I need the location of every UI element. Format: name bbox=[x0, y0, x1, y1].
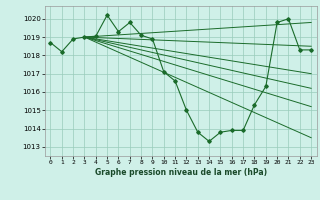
X-axis label: Graphe pression niveau de la mer (hPa): Graphe pression niveau de la mer (hPa) bbox=[95, 168, 267, 177]
